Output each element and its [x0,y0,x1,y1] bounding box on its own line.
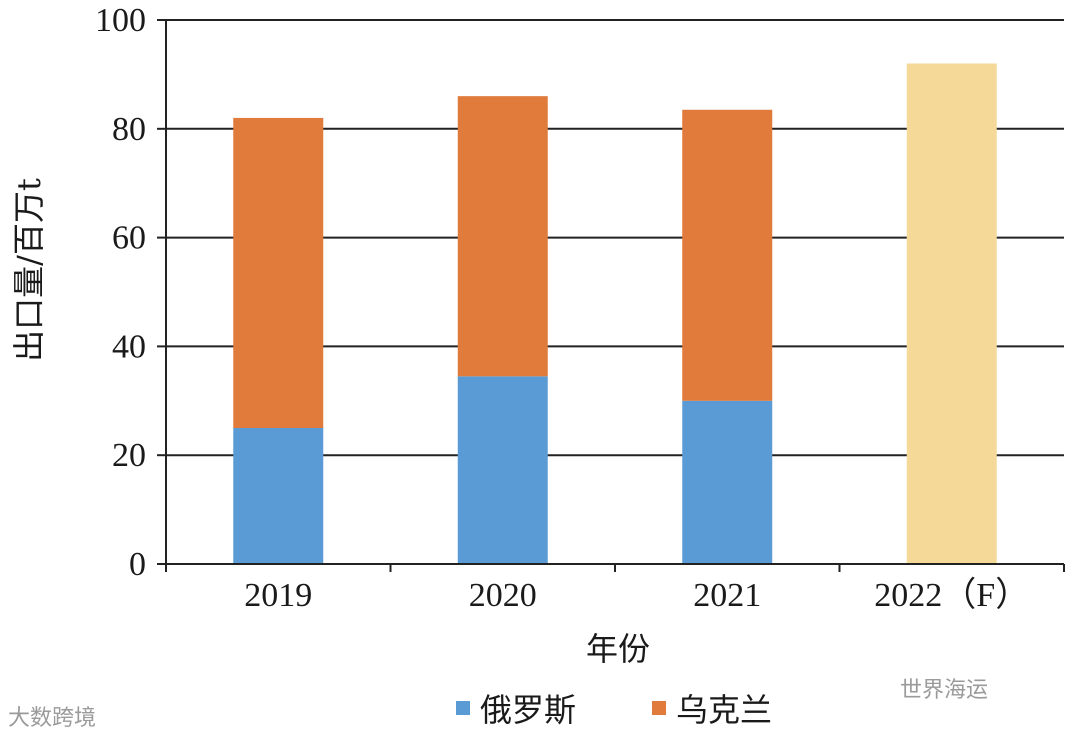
y-tick-label: 20 [112,437,146,474]
x-tick-labels: 2019 2020 2021 2022（F） [244,576,1029,614]
legend-swatch [456,701,470,715]
watermark-right: 世界海运 [900,678,989,703]
bar-segment [233,428,324,564]
x-tick-label: 2019 [244,577,312,614]
legend-label: 俄罗斯 [480,691,576,729]
watermark-left: 大数跨境 [8,706,97,731]
bar-segment [457,376,548,564]
y-tick-label: 60 [112,220,146,257]
y-tick-label: 0 [129,546,146,583]
y-tick-labels: 0 20 40 60 80 100 [95,2,146,583]
bar-segment [233,117,324,429]
x-tick-label: 2021 [693,577,761,614]
x-tick-label: 2020 [469,577,537,614]
bars [233,63,997,565]
x-tick-label: 2022（F） [874,576,1029,614]
legend-label: 乌克兰 [676,691,772,729]
x-axis-title: 年份 [586,630,650,668]
bar-segment [682,109,773,401]
bar-segment [682,400,773,564]
bar-segment [457,96,548,377]
y-tick-label: 100 [95,2,146,39]
legend: 俄罗斯 乌克兰 [456,691,772,729]
y-axis-title: 出口量/百万t [10,178,48,362]
bar-segment [906,63,997,565]
legend-swatch [652,701,666,715]
y-tick-label: 80 [112,111,146,148]
axes [165,20,1065,572]
y-tick-label: 40 [112,328,146,365]
